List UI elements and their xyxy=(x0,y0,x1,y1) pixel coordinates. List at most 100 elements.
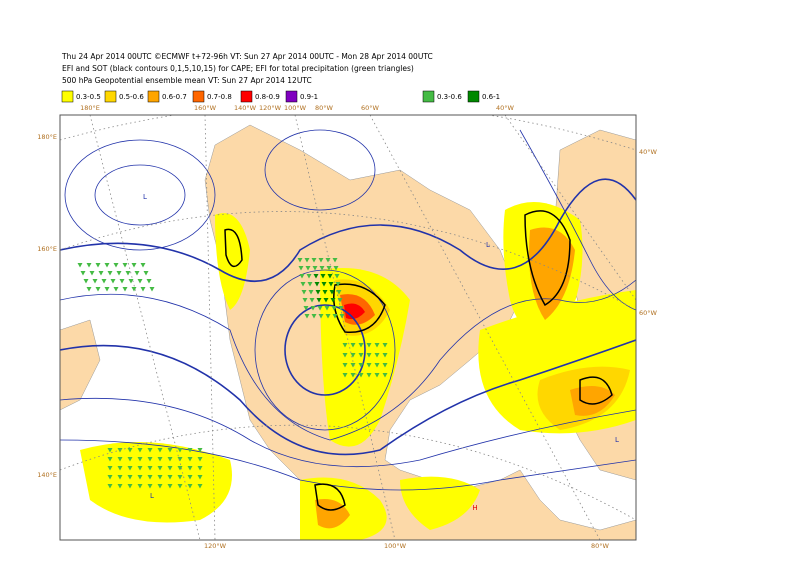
coordinate-label: 100°W xyxy=(284,104,307,112)
precip-triangle xyxy=(140,263,146,268)
precip-triangle xyxy=(131,287,137,292)
legend-swatch xyxy=(285,90,298,103)
coordinate-labels: 180°E 160°W 140°W 120°W 100°W 80°W 60°W 40°W180… xyxy=(37,104,657,550)
precip-triangle xyxy=(328,282,334,287)
legend-swatch xyxy=(192,90,205,103)
precip-triangle xyxy=(321,282,327,287)
legend-swatch xyxy=(104,90,117,103)
precip-triangle xyxy=(146,279,152,284)
precip-triangle xyxy=(331,306,337,311)
precip-triangles xyxy=(77,258,388,489)
precip-triangle xyxy=(299,274,305,279)
precip-triangle xyxy=(307,282,313,287)
precip-triangle xyxy=(187,466,193,471)
land xyxy=(60,319,101,411)
legend-label: 0.6-1 xyxy=(482,93,500,101)
precip-triangle xyxy=(110,279,116,284)
precip-triangle xyxy=(313,274,319,279)
precip-triangle xyxy=(325,258,331,263)
precip-triangle xyxy=(318,314,324,319)
precip-triangle xyxy=(308,290,314,295)
coordinate-label: 80°W xyxy=(315,104,334,112)
precip-triangle xyxy=(327,274,333,279)
precip-triangle xyxy=(177,448,183,453)
coordinate-label: 40°W xyxy=(639,148,658,156)
precip-triangle xyxy=(167,484,173,489)
precip-triangle xyxy=(77,263,83,268)
coordinate-label: 100°W xyxy=(384,542,407,550)
precip-triangle xyxy=(323,298,329,303)
precip-triangle xyxy=(147,448,153,453)
precip-triangle xyxy=(137,448,143,453)
legend-label: 0.8-0.9 xyxy=(255,93,280,101)
precip-triangle xyxy=(350,363,356,368)
precip-triangle xyxy=(197,448,203,453)
precip-triangle xyxy=(116,271,122,276)
precip-triangle xyxy=(157,475,163,480)
precip-triangle xyxy=(157,457,163,462)
precip-triangle xyxy=(337,298,343,303)
precip-triangle xyxy=(125,271,131,276)
precip-triangle xyxy=(107,448,113,453)
pressure-center: H xyxy=(472,504,477,512)
precip-triangle xyxy=(334,274,340,279)
coordinate-label: 120°W xyxy=(204,542,227,550)
precip-triangle xyxy=(197,484,203,489)
precip-triangle xyxy=(177,484,183,489)
precip-triangle xyxy=(326,266,332,271)
legend-label: 0.5-0.6 xyxy=(119,93,144,101)
map-frame xyxy=(59,114,637,541)
legend-label: 0.3-0.5 xyxy=(76,93,101,101)
precip-triangle xyxy=(338,306,344,311)
precip-triangle xyxy=(127,466,133,471)
precip-triangle xyxy=(187,484,193,489)
precip-triangle xyxy=(89,271,95,276)
coordinate-label: 60°W xyxy=(361,104,380,112)
precip-triangle xyxy=(304,314,310,319)
precip-triangle xyxy=(339,314,345,319)
precip-triangle xyxy=(318,258,324,263)
precip-triangle xyxy=(95,263,101,268)
precip-triangle xyxy=(358,353,364,358)
map-body: L L L L H xyxy=(60,115,636,540)
legend-swatch xyxy=(147,90,160,103)
precip-triangle xyxy=(127,457,133,462)
precip-triangle xyxy=(366,363,372,368)
precip-triangle xyxy=(104,287,110,292)
precip-triangle xyxy=(332,314,338,319)
precip-triangle xyxy=(157,448,163,453)
pressure-center: L xyxy=(143,193,147,201)
precip-triangle xyxy=(197,475,203,480)
legend-label: 0.7-0.8 xyxy=(207,93,232,101)
precip-triangle xyxy=(95,287,101,292)
precip-triangle xyxy=(92,279,98,284)
precip-triangle xyxy=(325,314,331,319)
precip-triangle xyxy=(197,466,203,471)
legend: 0.3-0.5 0.5-0.6 0.6-0.7 0.7-0.8 0.8-0.9 0.9-1… xyxy=(61,90,500,103)
precip-triangle xyxy=(117,466,123,471)
precip-triangle xyxy=(304,258,310,263)
precip-triangle xyxy=(382,353,388,358)
coordinate-label: 160°W xyxy=(194,104,217,112)
legend-label: 0.9-1 xyxy=(300,93,318,101)
precip-triangle xyxy=(147,475,153,480)
precip-triangle xyxy=(309,298,315,303)
coordinate-label: 140°E xyxy=(37,471,57,479)
precip-triangle xyxy=(167,475,173,480)
precip-triangle xyxy=(300,282,306,287)
precip-triangle xyxy=(382,373,388,378)
precip-triangle xyxy=(320,274,326,279)
precip-triangle xyxy=(149,287,155,292)
precip-triangle xyxy=(314,282,320,287)
precip-triangle xyxy=(101,279,107,284)
precip-triangle xyxy=(117,484,123,489)
precip-triangle xyxy=(303,306,309,311)
precip-triangle xyxy=(342,363,348,368)
precip-triangle xyxy=(140,287,146,292)
sot-contours xyxy=(224,210,613,511)
legend-swatch xyxy=(467,90,480,103)
legend-swatch xyxy=(240,90,253,103)
precip-triangle xyxy=(306,274,312,279)
precip-triangle xyxy=(333,266,339,271)
